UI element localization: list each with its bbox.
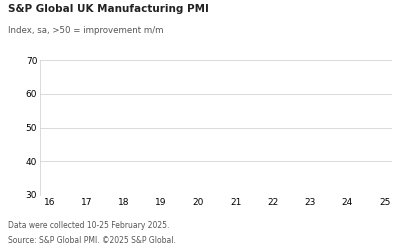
Text: Data were collected 10-25 February 2025.: Data were collected 10-25 February 2025. xyxy=(8,221,169,230)
Text: S&P Global UK Manufacturing PMI: S&P Global UK Manufacturing PMI xyxy=(8,4,209,14)
Text: Index, sa, >50 = improvement m/m: Index, sa, >50 = improvement m/m xyxy=(8,26,164,35)
Text: Source: S&P Global PMI. ©2025 S&P Global.: Source: S&P Global PMI. ©2025 S&P Global… xyxy=(8,236,176,245)
